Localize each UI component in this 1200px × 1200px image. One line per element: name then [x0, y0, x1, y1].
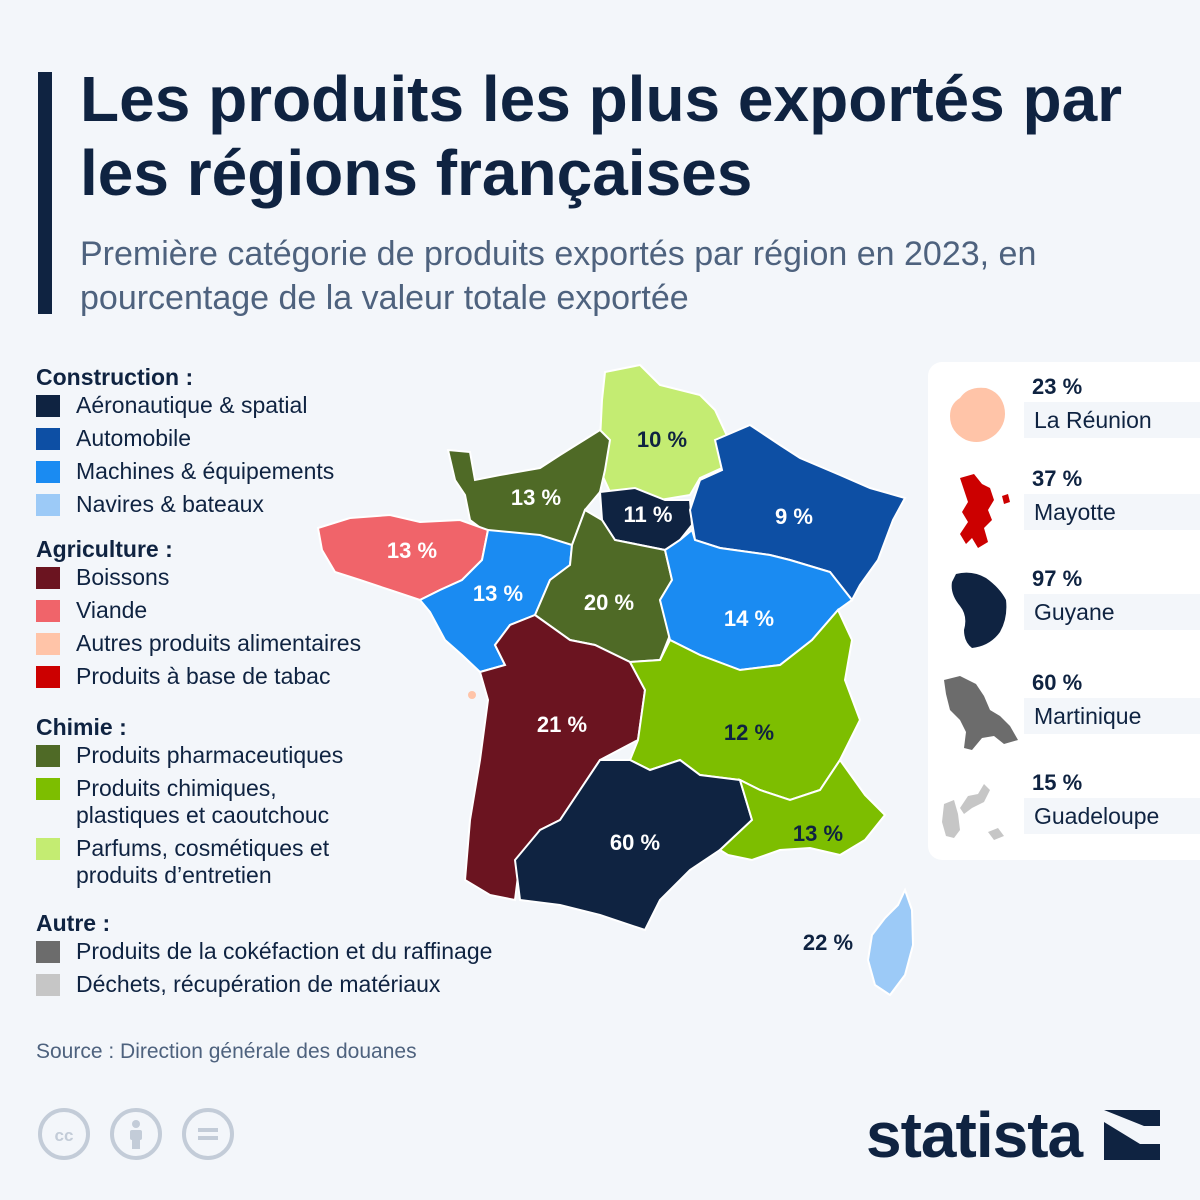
region-value-label: 11 %: [624, 502, 673, 527]
guyane-shape: [951, 572, 1007, 648]
legend-group-chimie: Chimie : Produits pharmaceutiques Produi…: [36, 712, 406, 895]
region-normandie: [446, 428, 612, 547]
svg-text:cc: cc: [55, 1126, 74, 1145]
mayotte-shape: [960, 474, 1010, 548]
legend-swatch: [36, 974, 60, 996]
legend-item: Automobile: [36, 425, 334, 452]
legend-swatch: [36, 600, 60, 622]
region-value-label: 10 %: [637, 427, 687, 452]
no-derivatives-icon[interactable]: [182, 1108, 234, 1160]
region-value-label: 22 %: [803, 930, 853, 955]
region-value-label: 60 %: [610, 830, 660, 855]
legend-swatch: [36, 941, 60, 963]
overseas-item-la-reunion: 23 % La Réunion: [928, 362, 1200, 462]
la-reunion-shape: [950, 387, 1005, 442]
legend-item-label: Produits à base de tabac: [76, 663, 331, 689]
overseas-item-mayotte: 37 % Mayotte: [928, 454, 1200, 554]
region-value-label: 13 %: [473, 581, 523, 606]
legend-swatch: [36, 567, 60, 589]
source-note: Source : Direction générale des douanes: [36, 1040, 417, 1063]
legend-item-label: Déchets, récupération de matériaux: [76, 971, 441, 997]
legend-swatch: [36, 838, 60, 860]
legend-swatch: [36, 461, 60, 483]
title-accent-bar: [38, 72, 52, 314]
region-corse: [866, 887, 915, 997]
overseas-name: Mayotte: [1024, 494, 1200, 530]
overseas-value: 37 %: [1032, 466, 1083, 491]
legend-swatch: [36, 428, 60, 450]
overseas-name: Martinique: [1024, 698, 1200, 734]
region-provence-alpes-cote-d-azur: [718, 758, 887, 862]
legend-item: Produits chimiques, plastiques et caoutc…: [36, 775, 376, 829]
legend-group-agriculture: Agriculture : Boissons Viande Autres pro…: [36, 534, 361, 696]
region-value-label: 13 %: [387, 538, 437, 563]
cc-icon[interactable]: cc: [38, 1108, 90, 1160]
legend-item: Produits de la cokéfaction et du raffina…: [36, 938, 492, 965]
overseas-value: 97 %: [1032, 566, 1083, 591]
legend-item: Navires & bateaux: [36, 491, 334, 518]
legend-item-label: Autres produits alimentaires: [76, 630, 362, 656]
region-grand-est: [688, 423, 907, 602]
overseas-value: 15 %: [1032, 770, 1083, 795]
legend-item: Machines & équipements: [36, 458, 334, 485]
region-value-label: 12 %: [724, 720, 774, 745]
legend-swatch: [36, 778, 60, 800]
region-value-label: 14 %: [724, 606, 774, 631]
overseas-value: 60 %: [1032, 670, 1083, 695]
overseas-item-guadeloupe: 15 % Guadeloupe: [928, 758, 1200, 858]
legend-item: Produits à base de tabac: [36, 663, 361, 690]
legend-item-label: Automobile: [76, 425, 192, 451]
legend-group-title: Agriculture :: [36, 536, 173, 562]
overseas-name: Guyane: [1024, 594, 1200, 630]
page-title: Les produits les plus exportés par les r…: [80, 63, 1123, 209]
legend-swatch: [36, 395, 60, 417]
legend-group-title: Construction :: [36, 364, 194, 390]
legend-item-label: Machines & équipements: [76, 458, 335, 484]
region-value-label: 13 %: [511, 485, 561, 510]
legend-swatch: [36, 666, 60, 688]
legend-item: Viande: [36, 597, 361, 624]
statista-logo[interactable]: statista: [866, 1099, 1083, 1171]
legend-item: Boissons: [36, 564, 361, 591]
legend-group-title: Chimie :: [36, 714, 127, 740]
legend-group-autre: Autre : Produits de la cokéfaction et du…: [36, 908, 492, 1004]
legend-item-label: Aéronautique & spatial: [76, 392, 308, 418]
legend-item-label: Viande: [76, 597, 148, 623]
legend-item-label: Produits chimiques, plastiques et caoutc…: [76, 775, 330, 828]
page-subtitle: Première catégorie de produits exportés …: [80, 235, 1037, 317]
legend-group-construction: Construction : Aéronautique & spatial Au…: [36, 362, 334, 524]
legend-swatch: [36, 494, 60, 516]
overseas-item-guyane: 97 % Guyane: [928, 554, 1200, 654]
overseas-name: Guadeloupe: [1024, 798, 1200, 834]
legend-item: Aéronautique & spatial: [36, 392, 334, 419]
legend-item: Déchets, récupération de matériaux: [36, 971, 492, 998]
france-map: 10 % 13 % 11 % 9 % 13 % 13 % 20 % 14 % 2…: [316, 363, 915, 997]
legend-item-label: Navires & bateaux: [76, 491, 264, 517]
legend-item: Autres produits alimentaires: [36, 630, 361, 657]
overseas-name: La Réunion: [1024, 402, 1200, 438]
region-bourgogne-franche-comte: [658, 528, 854, 672]
legend-item-label: Produits de la cokéfaction et du raffina…: [76, 938, 493, 964]
martinique-shape: [944, 676, 1018, 750]
legend-item-label: Produits pharmaceutiques: [76, 742, 344, 768]
attribution-icon[interactable]: [110, 1108, 162, 1160]
statista-logo-mark-icon: [1104, 1110, 1160, 1160]
overseas-value: 23 %: [1032, 374, 1083, 399]
legend-swatch: [36, 633, 60, 655]
overseas-territories-panel: 23 % La Réunion 37 % Mayotte 97 % Guyane…: [928, 362, 1200, 860]
ile-de-re-marker: [468, 691, 476, 699]
region-value-label: 9 %: [775, 504, 813, 529]
legend-swatch: [36, 745, 60, 767]
legend-item: Parfums, cosmétiques et produits d’entre…: [36, 835, 406, 889]
legend-group-title: Autre :: [36, 910, 111, 936]
guadeloupe-shape: [942, 784, 1004, 840]
overseas-item-martinique: 60 % Martinique: [928, 658, 1200, 758]
legend-item-label: Boissons: [76, 564, 170, 590]
region-value-label: 21 %: [537, 712, 587, 737]
region-value-label: 20 %: [584, 590, 634, 615]
legend-item-label: Parfums, cosmétiques et produits d’entre…: [76, 835, 330, 888]
legend-item: Produits pharmaceutiques: [36, 742, 406, 769]
region-value-label: 13 %: [793, 821, 843, 846]
